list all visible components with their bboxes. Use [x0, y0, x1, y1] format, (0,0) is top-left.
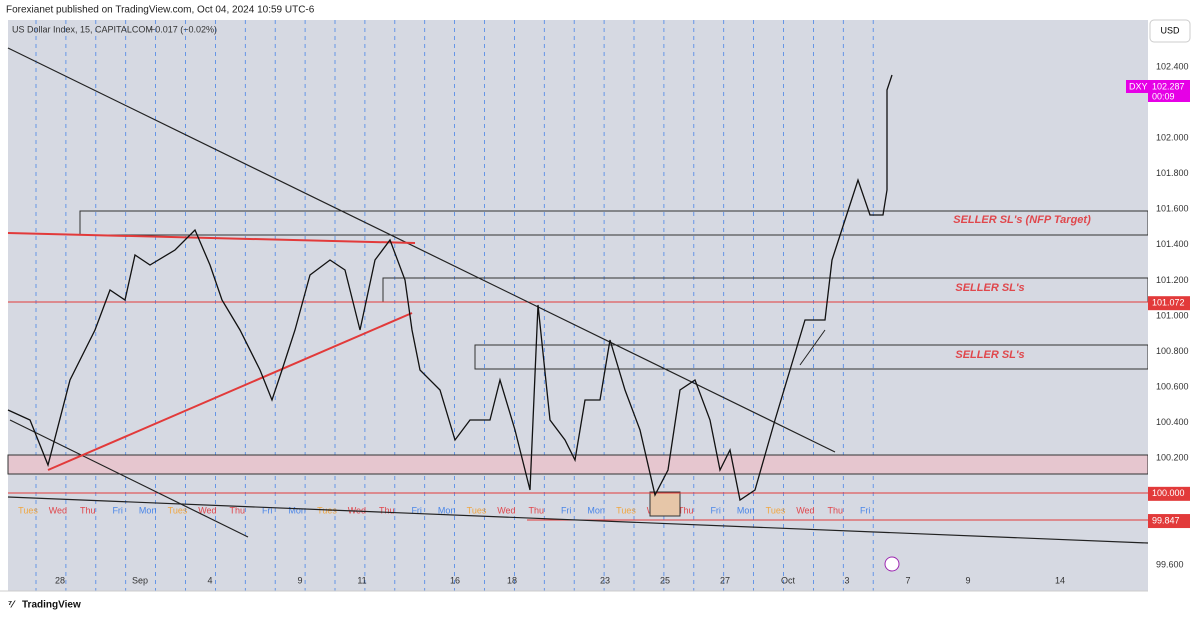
weekday-label: Mon: [438, 505, 456, 515]
time-label: Sep: [132, 575, 148, 585]
trend-line: [47, 312, 413, 471]
weekday-label: Thu: [828, 505, 844, 515]
weekday-label: Tues: [616, 505, 636, 515]
symbol-tag-label: DXY: [1129, 81, 1148, 91]
event-icon[interactable]: [884, 556, 900, 572]
weekday-label: Thu: [678, 505, 694, 515]
weekday-label: Mon: [288, 505, 306, 515]
price-tag: [1148, 296, 1190, 311]
price-tag: [1148, 486, 1190, 501]
weekday-label: Thu: [529, 505, 545, 515]
weekday-label: Fri: [411, 505, 422, 515]
brand: TradingView: [22, 600, 81, 611]
trend-line: [7, 232, 416, 244]
time-label: 14: [1055, 575, 1065, 585]
time-label: 25: [660, 575, 670, 585]
weekday-label: Mon: [737, 505, 755, 515]
price-tag: [1148, 514, 1190, 529]
weekday-label: Fri: [860, 505, 871, 515]
price-tick: 101.000: [1156, 310, 1189, 320]
brand-logo: ⁷⁄: [8, 600, 16, 611]
weekday-label: Thu: [379, 505, 395, 515]
symbol-legend: US Dollar Index, 15, CAPITALCOM: [12, 24, 153, 34]
price-tick: 101.200: [1156, 275, 1189, 285]
time-label: 9: [965, 575, 970, 585]
weekday-label: Thu: [230, 505, 246, 515]
price-tag-label: 100.000: [1152, 488, 1185, 498]
time-label: 7: [905, 575, 910, 585]
price-tick: 102.000: [1156, 133, 1189, 143]
weekday-label: Wed: [348, 505, 366, 515]
trend-line: [9, 419, 249, 538]
weekday-label: Wed: [497, 505, 515, 515]
time-label: 11: [357, 575, 366, 585]
publisher-line: Forexianet published on TradingView.com,…: [6, 5, 315, 16]
weekday-label: Tues: [18, 505, 38, 515]
weekday-label: Fri: [561, 505, 572, 515]
price-tick: 100.200: [1156, 453, 1189, 463]
price-tick: 100.400: [1156, 417, 1189, 427]
time-label: 9: [297, 575, 302, 585]
time-label: 28: [55, 575, 65, 585]
price-tick: 102.400: [1156, 61, 1189, 71]
trend-line: [7, 496, 1149, 544]
price-tag-label: 101.072: [1152, 298, 1185, 308]
chart-pane: [8, 20, 1148, 591]
price-tick: 101.800: [1156, 168, 1189, 178]
time-label: 4: [207, 575, 212, 585]
weekday-label: Tues: [467, 505, 487, 515]
time-label: 23: [600, 575, 610, 585]
time-label: 27: [720, 575, 730, 585]
price-tick: 99.600: [1156, 559, 1184, 569]
price-tick: 101.400: [1156, 239, 1189, 249]
time-label: Oct: [781, 575, 796, 585]
time-label: 18: [507, 575, 517, 585]
price-line: [7, 74, 893, 502]
countdown: 00:09: [1152, 91, 1175, 101]
weekday-label: Fri: [710, 505, 721, 515]
change-legend: −0.017 (−0.02%): [150, 24, 217, 34]
time-label: 16: [450, 575, 460, 585]
weekday-label: Wed: [198, 505, 216, 515]
weekday-label: Mon: [139, 505, 157, 515]
price-tick: 101.600: [1156, 204, 1189, 214]
weekday-label: Mon: [587, 505, 605, 515]
weekday-label: Fri: [112, 505, 123, 515]
weekday-label: Thu: [80, 505, 96, 515]
last-price: 102.287: [1152, 81, 1185, 91]
weekday-label: Wed: [796, 505, 814, 515]
weekday-label: Tues: [168, 505, 188, 515]
trend-line: [799, 329, 826, 366]
time-label: 3: [844, 575, 849, 585]
weekday-label: Tues: [766, 505, 786, 515]
price-tick: 100.800: [1156, 346, 1189, 356]
annotation: SELLER SL's: [955, 282, 1024, 294]
symbol-tag: [1126, 80, 1148, 93]
annotation: SELLER SL's: [955, 349, 1024, 361]
price-tag-label: 99.847: [1152, 515, 1180, 525]
annotation: SELLER SL's (NFP Target): [953, 214, 1091, 226]
last-price-tag: [1148, 80, 1190, 102]
currency-button[interactable]: [1149, 19, 1191, 43]
price-tick: 100.600: [1156, 382, 1189, 392]
weekday-label: Fri: [262, 505, 273, 515]
currency-label: USD: [1160, 25, 1180, 35]
support-zone: [7, 454, 1149, 475]
weekday-label: Wed: [49, 505, 67, 515]
